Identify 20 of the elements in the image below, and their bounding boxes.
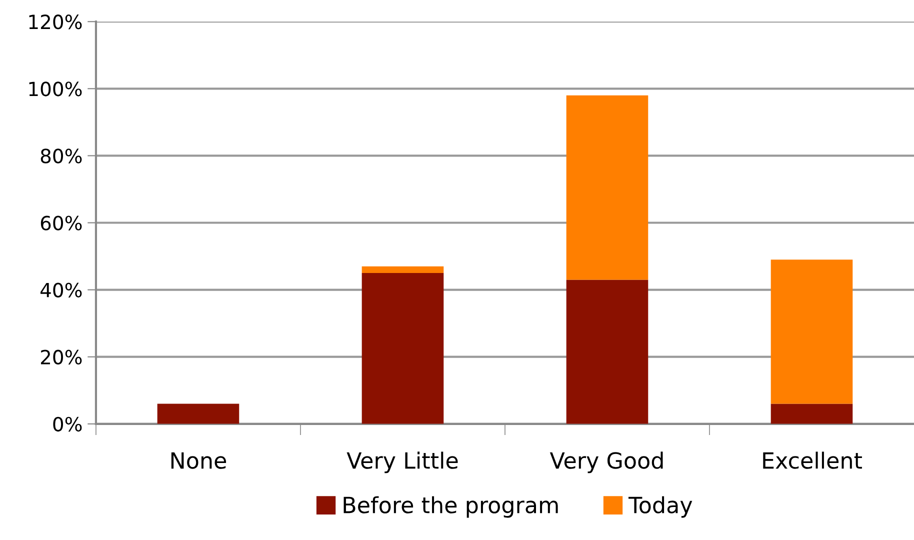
legend-label: Today [628, 496, 692, 518]
x-tick-label: None [171, 452, 226, 469]
x-tick-label: Very Little [346, 452, 458, 474]
y-tick-label: 100% [29, 82, 82, 96]
bar [157, 404, 240, 424]
bar [770, 260, 853, 404]
bar [362, 273, 444, 424]
legend-label: Before the program [344, 496, 558, 518]
bar [770, 404, 853, 424]
bar [566, 280, 648, 424]
y-tick-label: 20% [40, 350, 82, 365]
x-tick-label: Very Good [550, 452, 663, 474]
bar [362, 266, 444, 274]
y-tick-label: 80% [40, 148, 82, 164]
y-tick-label: 60% [40, 216, 82, 230]
y-tick-label: 120% [29, 14, 82, 30]
y-tick-label: 40% [40, 282, 82, 298]
y-tick-label: 0% [53, 416, 82, 432]
x-tick-label: Excellent [763, 452, 862, 469]
bar [566, 95, 648, 280]
